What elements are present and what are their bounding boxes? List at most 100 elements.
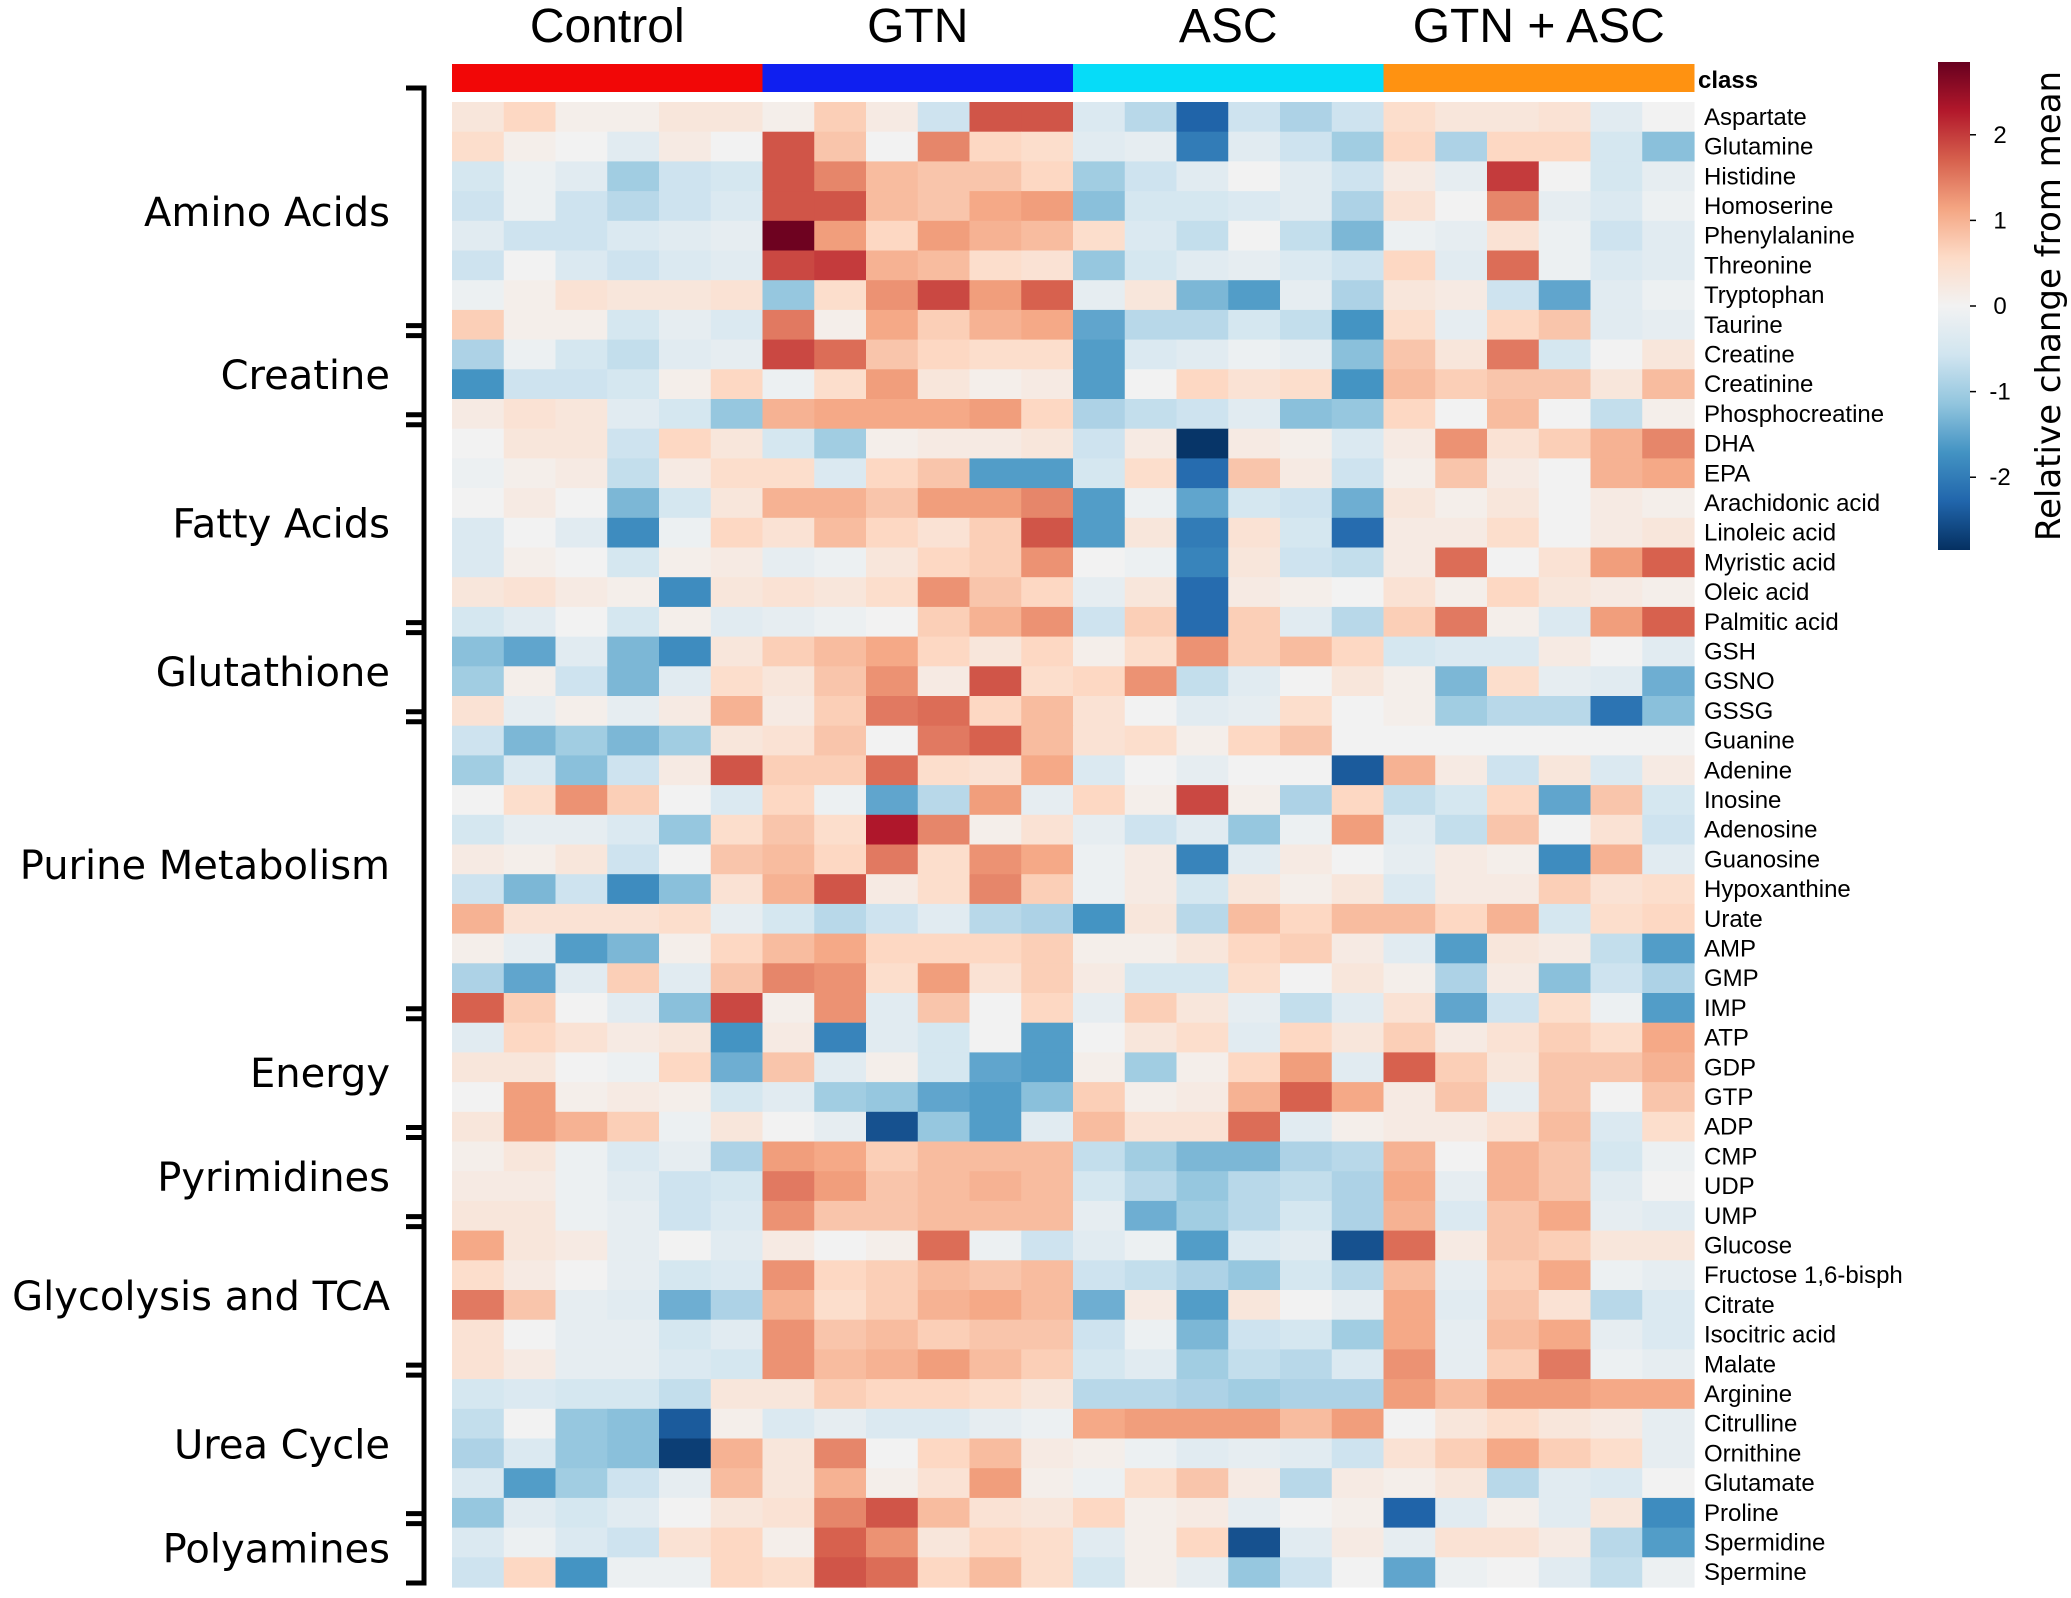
- heatmap-cell: [1177, 340, 1229, 370]
- heatmap-cell: [1280, 191, 1332, 221]
- heatmap-cell: [1435, 1023, 1487, 1053]
- heatmap-cell: [452, 1112, 504, 1142]
- heatmap-cell: [1539, 1082, 1591, 1112]
- heatmap-cell: [1228, 1409, 1280, 1439]
- heatmap-cell: [1487, 904, 1539, 934]
- heatmap-cell: [918, 696, 970, 726]
- heatmap-cell: [918, 102, 970, 132]
- row-label: Urate: [1704, 906, 1763, 933]
- heatmap-cell: [1332, 1142, 1384, 1172]
- heatmap-cell: [1228, 1290, 1280, 1320]
- heatmap-cell: [1280, 518, 1332, 548]
- heatmap-cell: [918, 1409, 970, 1439]
- heatmap-cell: [1021, 102, 1073, 132]
- heatmap-cell: [659, 1557, 711, 1587]
- heatmap-cell: [1280, 1142, 1332, 1172]
- heatmap-cell: [1280, 874, 1332, 904]
- heatmap-cell: [1073, 1528, 1125, 1558]
- heatmap-cell: [763, 221, 815, 251]
- heatmap-cell: [814, 161, 866, 191]
- heatmap-cell: [1332, 518, 1384, 548]
- heatmap-cell: [1539, 1379, 1591, 1409]
- heatmap-cell: [1332, 666, 1384, 696]
- heatmap-cell: [1228, 280, 1280, 310]
- heatmap-cell: [1539, 1320, 1591, 1350]
- heatmap-cell: [1021, 429, 1073, 459]
- heatmap-chart: Control GTN ASC GTN + ASC class AspartateGl…: [0, 0, 2071, 1598]
- heatmap-cell: [711, 637, 763, 667]
- heatmap-cell: [866, 132, 918, 162]
- heatmap-cell: [1228, 251, 1280, 281]
- heatmap-cell: [504, 1557, 556, 1587]
- heatmap-cell: [1591, 1052, 1643, 1082]
- heatmap-cell: [1435, 102, 1487, 132]
- heatmap-cell: [1280, 726, 1332, 756]
- heatmap-cell: [1539, 1201, 1591, 1231]
- heatmap-cell: [1642, 191, 1694, 221]
- heatmap-cell: [659, 874, 711, 904]
- heatmap-cell: [1228, 221, 1280, 251]
- heatmap-cell: [1487, 755, 1539, 785]
- heatmap-cell: [1280, 1082, 1332, 1112]
- heatmap-cell: [866, 726, 918, 756]
- heatmap-cell: [1487, 102, 1539, 132]
- colorbar-gradient: [1938, 62, 1970, 550]
- heatmap-cell: [1125, 1557, 1177, 1587]
- heatmap-cell: [1021, 251, 1073, 281]
- heatmap-cell: [1487, 637, 1539, 667]
- heatmap-cell: [1125, 666, 1177, 696]
- heatmap-cell: [711, 458, 763, 488]
- heatmap-cell: [504, 102, 556, 132]
- heatmap-cell: [556, 1171, 608, 1201]
- heatmap-cell: [1435, 1260, 1487, 1290]
- heatmap-cell: [763, 1052, 815, 1082]
- heatmap-cell: [763, 666, 815, 696]
- heatmap-cell: [1435, 1171, 1487, 1201]
- heatmap-cell: [866, 1379, 918, 1409]
- heatmap-cell: [866, 310, 918, 340]
- group-bracket: [406, 1009, 424, 1138]
- heatmap-cell: [1280, 1557, 1332, 1587]
- heatmap-cell: [970, 726, 1022, 756]
- heatmap-cell: [763, 1557, 815, 1587]
- heatmap-cell: [1539, 1468, 1591, 1498]
- heatmap-cell: [659, 637, 711, 667]
- heatmap-cell: [711, 221, 763, 251]
- heatmap-cell: [1642, 666, 1694, 696]
- heatmap-cell: [1021, 1379, 1073, 1409]
- heatmap-cell: [1125, 1409, 1177, 1439]
- heatmap-cell: [659, 755, 711, 785]
- heatmap-cell: [1073, 458, 1125, 488]
- heatmap-cell: [659, 666, 711, 696]
- heatmap-cell: [1642, 577, 1694, 607]
- heatmap-cell: [1228, 310, 1280, 340]
- heatmap-cell: [1073, 993, 1125, 1023]
- heatmap-cell: [763, 1498, 815, 1528]
- heatmap-cell: [711, 1082, 763, 1112]
- heatmap-cell: [556, 518, 608, 548]
- heatmap-cell: [452, 726, 504, 756]
- heatmap-cell: [1539, 696, 1591, 726]
- heatmap-cell: [970, 340, 1022, 370]
- heatmap-cell: [1435, 1231, 1487, 1261]
- heatmap-cell: [1021, 1290, 1073, 1320]
- heatmap-cell: [1487, 1439, 1539, 1469]
- heatmap-cell: [607, 1082, 659, 1112]
- row-label: Creatinine: [1704, 371, 1813, 398]
- heatmap-cell: [1642, 102, 1694, 132]
- heatmap-cell: [1073, 1290, 1125, 1320]
- heatmap-cell: [970, 161, 1022, 191]
- heatmap-cell: [763, 310, 815, 340]
- colorbar-tick-label: 2: [1993, 122, 2006, 149]
- heatmap-cell: [1642, 874, 1694, 904]
- heatmap-cell: [607, 518, 659, 548]
- heatmap-cell: [607, 1260, 659, 1290]
- heatmap-cell: [659, 369, 711, 399]
- row-group-label: Polyamines: [163, 1526, 390, 1572]
- heatmap-cell: [763, 993, 815, 1023]
- heatmap-cell: [1021, 310, 1073, 340]
- heatmap-cell: [1125, 1082, 1177, 1112]
- heatmap-cell: [1435, 785, 1487, 815]
- heatmap-cell: [1642, 340, 1694, 370]
- heatmap-cell: [918, 518, 970, 548]
